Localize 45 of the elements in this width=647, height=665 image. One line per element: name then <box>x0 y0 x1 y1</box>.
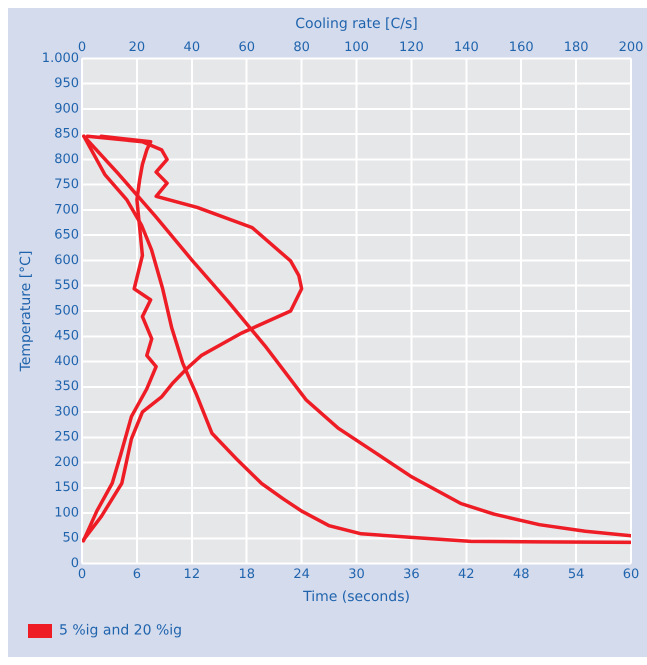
x2-axis-title: Cooling rate [C/s] <box>295 16 418 32</box>
x-tick-label: 60 <box>622 566 640 582</box>
y-tick-label: 200 <box>54 454 80 470</box>
x2-tick-label: 180 <box>564 40 589 55</box>
y-tick-label: 250 <box>54 430 80 445</box>
x2-tick-label: 80 <box>293 40 310 55</box>
x2-tick-label: 60 <box>238 40 255 55</box>
y-tick-label: 850 <box>54 126 80 142</box>
y-tick-label: 0 <box>70 556 80 571</box>
y-tick-label: 300 <box>54 404 80 420</box>
y-tick-label: 100 <box>54 505 80 520</box>
y-tick-label: 650 <box>54 228 80 243</box>
x2-tick-label: 20 <box>128 40 146 55</box>
y-tick-label: 800 <box>54 152 80 167</box>
y-tick-label: 150 <box>54 480 80 496</box>
x2-tick-label: 100 <box>344 40 369 55</box>
y-tick-label: 750 <box>54 177 80 192</box>
x-axis-title: Time (seconds) <box>302 589 410 606</box>
x-tick-label: 48 <box>512 566 530 582</box>
y-tick-label: 50 <box>62 530 80 546</box>
y-tick-label: 1.000 <box>42 50 80 66</box>
y-tick-label: 600 <box>54 252 80 268</box>
x2-tick-label: 40 <box>184 40 200 55</box>
x-tick-label: 18 <box>238 566 255 582</box>
x2-tick-label: 140 <box>454 40 479 55</box>
x2-tick-label: 120 <box>398 40 424 55</box>
x-tick-label: 42 <box>458 566 475 582</box>
y-tick-label: 550 <box>54 278 80 294</box>
x2-tick-label: 160 <box>508 40 534 55</box>
y-tick-label: 400 <box>54 354 80 369</box>
x-tick-label: 54 <box>568 566 584 582</box>
x2-tick-label: 200 <box>618 40 644 55</box>
y-tick-label: 700 <box>54 202 80 218</box>
y-tick-label: 500 <box>54 303 80 318</box>
legend-label: 5 %ig and 20 %ig <box>59 622 182 639</box>
x-tick-label: 12 <box>184 566 200 582</box>
x-tick-label: 36 <box>403 566 420 582</box>
x-tick-label: 30 <box>348 566 365 582</box>
x-tick-label: 6 <box>132 566 142 582</box>
y-tick-label: 350 <box>54 379 80 394</box>
y-axis-title: Temperature [°C] <box>18 250 34 372</box>
y-tick-label: 450 <box>54 328 80 344</box>
y-tick-label: 900 <box>54 101 80 116</box>
y-tick-label: 950 <box>54 76 80 92</box>
x-tick-label: 24 <box>293 566 310 582</box>
